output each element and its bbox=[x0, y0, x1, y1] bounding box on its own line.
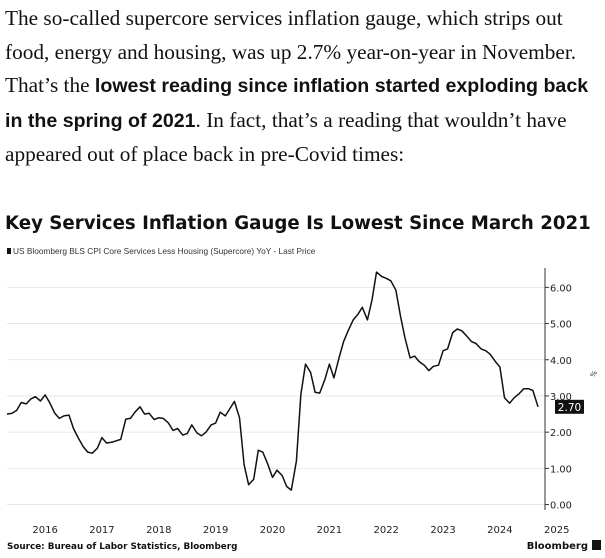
article-text-before: The so-called supercore services inflati… bbox=[5, 6, 577, 97]
x-tick-label: 2019 bbox=[203, 525, 228, 536]
x-tick-label: 2023 bbox=[430, 525, 455, 536]
chart: US Bloomberg BLS CPI Core Services Less … bbox=[6, 246, 601, 552]
source-label: Source: Bureau of Labor Statistics, Bloo… bbox=[7, 542, 237, 552]
y-tick-label: 5.00 bbox=[550, 320, 572, 331]
y-tick-label: 1.00 bbox=[550, 464, 572, 475]
x-tick-label: 2021 bbox=[317, 525, 342, 536]
x-axis-ticks: 2016 2017 2018 2019 2020 2021 2022 2023 2024 2025 bbox=[32, 525, 569, 536]
bloomberg-brand: Bloomberg bbox=[527, 540, 601, 552]
axis-corner-label: % bbox=[589, 369, 599, 379]
x-tick-label: 2025 bbox=[544, 525, 569, 536]
article-bold-text: lowest reading since inflation started e… bbox=[5, 75, 589, 132]
bloomberg-logo-icon bbox=[592, 540, 601, 550]
x-tick-label: 2016 bbox=[32, 525, 57, 536]
y-tick-label: 2.00 bbox=[550, 428, 572, 439]
legend: US Bloomberg BLS CPI Core Services Less … bbox=[7, 246, 316, 256]
article-paragraph: The so-called supercore services inflati… bbox=[5, 2, 603, 172]
brand-label: Bloomberg bbox=[527, 541, 588, 552]
y-tick-label: 6.00 bbox=[550, 283, 572, 294]
y-tick-label: 4.00 bbox=[550, 356, 572, 367]
x-tick-label: 2022 bbox=[373, 525, 398, 536]
legend-swatch bbox=[7, 248, 11, 254]
gridlines bbox=[7, 286, 545, 505]
series-line bbox=[6, 271, 539, 491]
chart-title: Key Services Inflation Gauge Is Lowest S… bbox=[5, 213, 591, 234]
y-tick-label: 3.00 bbox=[550, 392, 572, 403]
x-tick-label: 2018 bbox=[146, 525, 171, 536]
y-tick-label: 0.00 bbox=[550, 501, 572, 512]
x-tick-label: 2024 bbox=[487, 525, 512, 536]
last-value-marker: 2.70 bbox=[555, 399, 584, 414]
y-axis-ticks: 0.00 1.00 2.00 3.00 4.00 5.00 6.00 bbox=[545, 283, 572, 512]
last-value-box bbox=[555, 399, 584, 414]
last-value-label: 2.70 bbox=[558, 402, 581, 414]
article-text-after: . In fact, that’s a reading that wouldn’… bbox=[5, 107, 567, 167]
x-tick-label: 2020 bbox=[260, 525, 285, 536]
x-tick-label: 2017 bbox=[89, 525, 114, 536]
legend-label: US Bloomberg BLS CPI Core Services Less … bbox=[13, 246, 316, 256]
